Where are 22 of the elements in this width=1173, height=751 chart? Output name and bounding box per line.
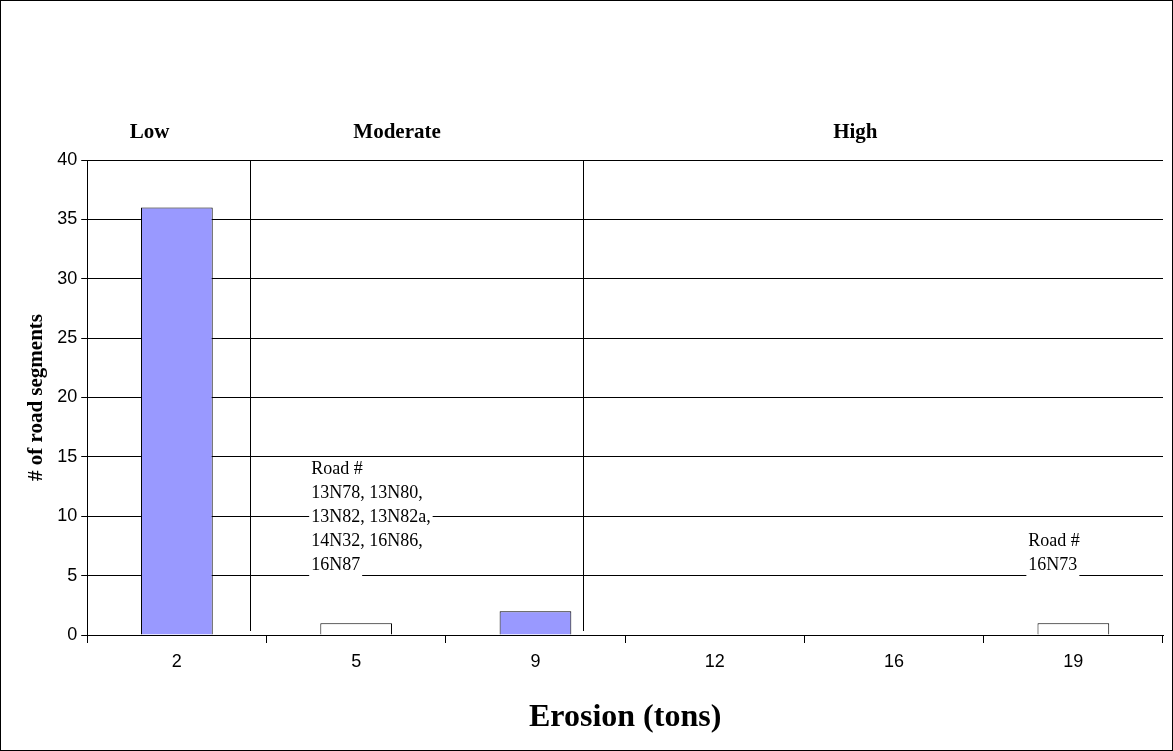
y-tick-label: 35	[57, 208, 78, 229]
y-tick-label: 10	[57, 505, 78, 526]
x-tick-label: 2	[171, 650, 182, 671]
annotation: Road # 13N78, 13N80, 13N82, 13N82a, 14N32, 16N86, 16N87	[311, 457, 431, 574]
y-tick-label: 40	[57, 148, 78, 169]
y-tick-label: 30	[57, 267, 78, 288]
x-tick-label: 5	[351, 650, 362, 671]
y-tick-label: 15	[57, 445, 78, 466]
text: High	[833, 119, 878, 144]
x-axis-title: Erosion (tons)	[528, 697, 722, 734]
text: Low	[129, 119, 171, 144]
annotation: Road # 16N73	[1028, 529, 1080, 574]
y-tick-label: 5	[67, 564, 78, 585]
y-tick-label: 20	[57, 386, 78, 407]
x-tick-label: 9	[530, 650, 541, 671]
text: Moderate	[353, 119, 441, 144]
y-tick-label: 0	[67, 623, 78, 644]
x-tick-label: 19	[1063, 650, 1084, 671]
y-axis-title: # of road segments	[23, 313, 48, 482]
y-tick-label: 25	[57, 327, 78, 348]
x-tick-label: 12	[704, 650, 725, 671]
x-tick-label: 16	[884, 650, 905, 671]
